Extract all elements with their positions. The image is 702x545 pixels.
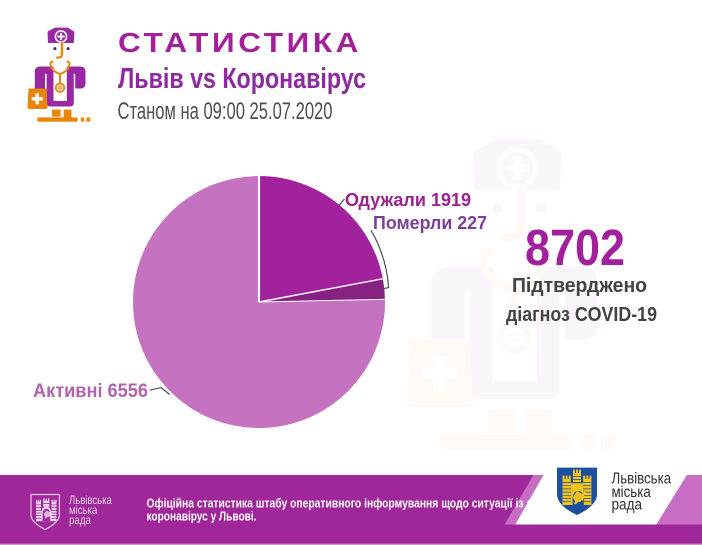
svg-text:СТАТИСТИКА: СТАТИСТИКА — [118, 27, 362, 58]
svg-text:Одужали 1919: Одужали 1919 — [345, 190, 471, 210]
svg-text:міська: міська — [69, 503, 98, 517]
svg-text:Львівська: Львівська — [612, 470, 672, 487]
svg-text:коронавірус у Львові.: коронавірус у Львові. — [147, 509, 257, 524]
svg-text:Офіційна статистика штабу опер: Офіційна статистика штабу оперативного і… — [147, 496, 571, 511]
svg-text:8702: 8702 — [525, 219, 625, 276]
svg-text:Станом на 09:00 25.07.2020: Станом на 09:00 25.07.2020 — [118, 98, 333, 125]
svg-text:Львівська: Львівська — [69, 493, 112, 507]
svg-text:міська: міська — [612, 484, 652, 501]
svg-text:Померли 227: Померли 227 — [373, 213, 487, 233]
svg-text:Активні 6556: Активні 6556 — [33, 381, 148, 402]
svg-text:рада: рада — [69, 513, 91, 527]
svg-text:рада: рада — [612, 497, 643, 514]
svg-text:Підтверджено: Підтверджено — [512, 275, 647, 297]
svg-text:Львів vs Коронавірус: Львів vs Коронавірус — [118, 63, 366, 95]
svg-text:діагноз COVID-19: діагноз COVID-19 — [506, 304, 657, 326]
